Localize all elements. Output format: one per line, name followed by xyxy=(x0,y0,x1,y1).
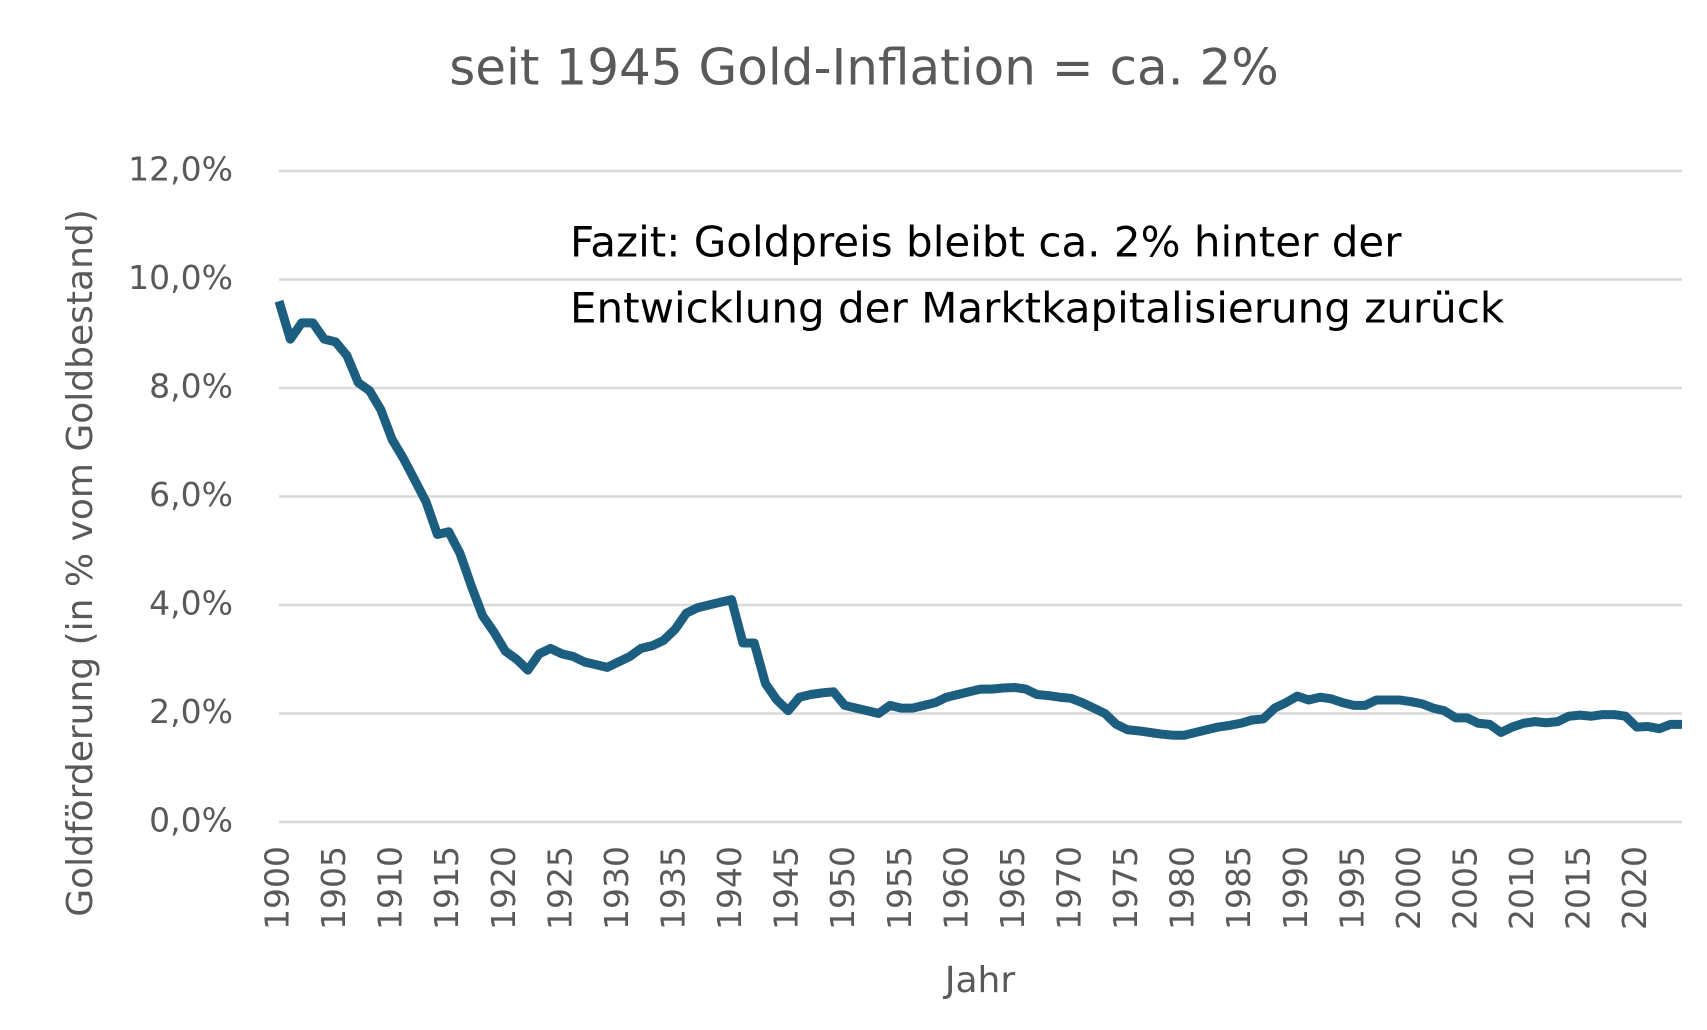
y-tick-label: 6,0% xyxy=(149,475,233,514)
x-tick-label: 1975 xyxy=(1106,846,1145,930)
x-tick-label: 1980 xyxy=(1163,846,1202,930)
data-line xyxy=(274,299,1682,740)
y-tick-label: 4,0% xyxy=(149,584,233,623)
x-tick-label: 1940 xyxy=(710,846,749,930)
y-tick-label: 8,0% xyxy=(149,367,233,406)
x-tick-label: 1915 xyxy=(427,846,466,930)
chart-title: seit 1945 Gold-Inflation = ca. 2% xyxy=(449,39,1279,97)
annotation: Fazit: Goldpreis bleibt ca. 2% hinter de… xyxy=(570,218,1402,267)
y-tick-label: 2,0% xyxy=(149,692,233,731)
y-tick-label: 12,0% xyxy=(128,150,233,189)
x-tick-label: 1985 xyxy=(1219,846,1258,930)
y-axis-label: Goldförderung (in % vom Goldbestand) xyxy=(60,209,101,917)
x-axis-label: Jahr xyxy=(943,960,1015,1001)
x-tick-label: 2005 xyxy=(1446,846,1485,930)
x-tick-label: 1925 xyxy=(540,846,579,930)
x-tick-label: 1945 xyxy=(767,846,806,930)
x-tick-label: 1955 xyxy=(880,846,919,930)
x-tick-label: 2015 xyxy=(1559,846,1598,930)
x-tick-label: 1960 xyxy=(936,846,975,930)
annotation: Entwicklung der Marktkapitalisierung zur… xyxy=(570,284,1505,333)
x-tick-label: 1935 xyxy=(654,846,693,930)
x-tick-label: 1920 xyxy=(484,846,523,930)
x-tick-label: 1905 xyxy=(314,846,353,930)
y-tick-label: 0,0% xyxy=(149,801,233,840)
x-tick-label: 1910 xyxy=(371,846,410,930)
x-tick-label: 1970 xyxy=(1050,846,1089,930)
x-tick-label: 2010 xyxy=(1502,846,1541,930)
x-tick-label: 1965 xyxy=(993,846,1032,930)
y-tick-label: 10,0% xyxy=(128,258,233,297)
x-tick-label: 1900 xyxy=(258,846,297,930)
x-tick-label: 1995 xyxy=(1332,846,1371,930)
x-tick-label: 2020 xyxy=(1615,846,1654,930)
x-tick-label: 1990 xyxy=(1276,846,1315,930)
x-tick-label: 1950 xyxy=(823,846,862,930)
x-tick-label: 1930 xyxy=(597,846,636,930)
x-tick-label: 2000 xyxy=(1389,846,1428,930)
